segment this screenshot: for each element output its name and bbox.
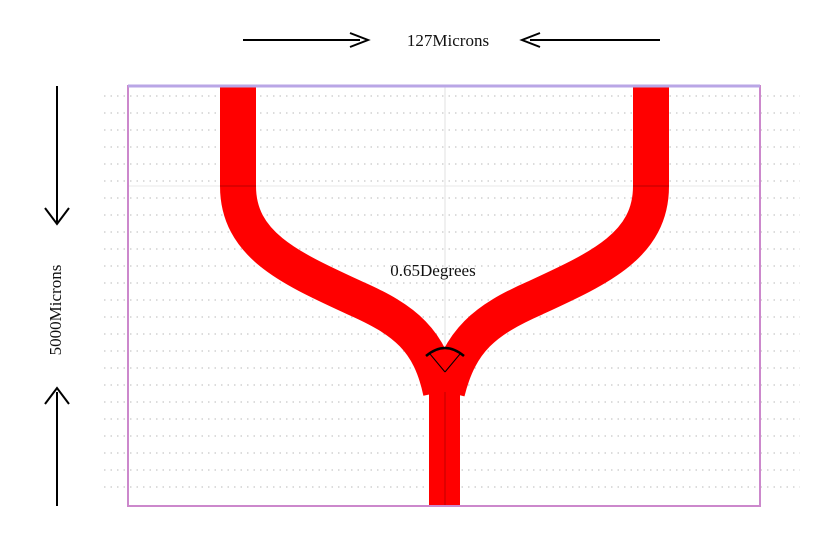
right-branch: [429, 86, 669, 397]
arrow-up-icon: [44, 386, 70, 405]
stem-join-fill: [424, 360, 465, 390]
arc-icon: [425, 346, 465, 357]
left-branch: [220, 86, 459, 397]
angle-label: 0.65Degrees: [390, 261, 475, 280]
angle-ray-left: [429, 353, 446, 373]
waveguide: [220, 86, 669, 506]
angle-ray-right: [444, 353, 461, 373]
length-label: 5000Microns: [46, 265, 65, 356]
arrow-left-icon: [519, 32, 541, 48]
arrow-down-icon: [44, 207, 70, 226]
stem: [429, 378, 460, 506]
arrow-right-icon: [349, 32, 371, 48]
dotted-grid: [104, 95, 800, 488]
width-label: 127Microns: [407, 31, 489, 50]
